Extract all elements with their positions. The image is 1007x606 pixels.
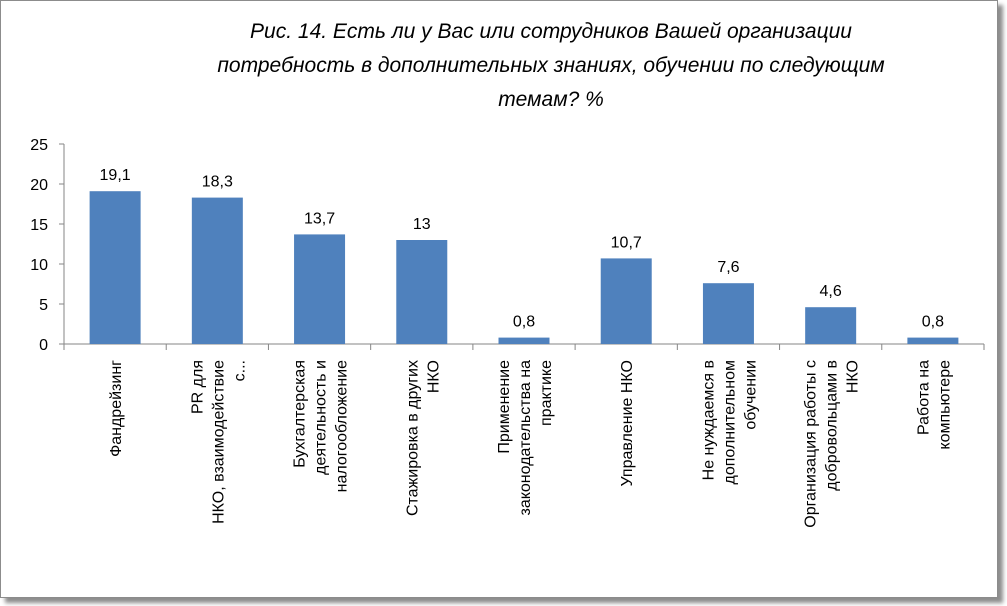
category-label-line: НКО <box>425 360 442 393</box>
category-label: Бухгалтерская деятельность и налогообложен… <box>292 360 351 492</box>
data-label: 13,7 <box>304 210 335 227</box>
y-tick-label: 5 <box>39 297 48 314</box>
bar <box>396 240 448 344</box>
bar-chart: 0 5 10 15 20 25 19,1 Фандрейзинг 18,3 PR для НКО, … <box>30 137 985 528</box>
category-label: PR для НКО, взаимодействие с... <box>189 360 248 524</box>
category-label-line: Организация работы с <box>803 360 820 528</box>
category-label-line: PR для <box>189 360 206 414</box>
category-label-line: НКО, взаимодействие <box>210 360 227 524</box>
category-label-line: Не нуждаемся в <box>700 360 717 480</box>
chart-frame: Рис. 14. Есть ли у Вас или сотрудников В… <box>0 0 998 598</box>
category-label: Организация работы с добровольцами в НКО <box>803 360 862 528</box>
data-label: 19,1 <box>100 167 131 184</box>
bar <box>702 283 754 344</box>
category-label-line: компьютере <box>936 360 953 450</box>
data-label: 18,3 <box>202 174 233 191</box>
data-label: 7,6 <box>717 259 739 276</box>
y-tick-label: 20 <box>30 177 48 194</box>
category-label: Не нуждаемся в дополнительном обучении <box>700 360 759 484</box>
data-label: 0,8 <box>513 314 535 331</box>
category-label-line: Фандрейзинг <box>108 360 125 457</box>
y-tick-label: 10 <box>30 257 48 274</box>
category-label: Применение законодательства на практике <box>496 360 555 516</box>
category-label-line: обучении <box>742 360 759 430</box>
category-label-line: дополнительном <box>721 360 738 484</box>
category-label: Управление НКО <box>619 360 636 487</box>
category-label: Стажировка в других НКО <box>404 360 442 516</box>
y-tick-label: 0 <box>39 337 48 354</box>
category-label: Фандрейзинг <box>108 360 125 457</box>
data-label: 13 <box>413 216 431 233</box>
category-label-line: НКО <box>845 360 862 393</box>
category-label-line: налогообложение <box>334 360 351 492</box>
data-label: 0,8 <box>922 314 944 331</box>
category-label-line: Применение <box>496 360 513 454</box>
chart-title: Рис. 14. Есть ли у Вас или сотрудников В… <box>151 15 951 117</box>
bar <box>294 234 346 344</box>
bar <box>600 258 652 344</box>
category-label-line: Стажировка в других <box>404 360 421 516</box>
chart-title-line: потребность в дополнительных знаниях, об… <box>217 54 885 77</box>
chart-title-line: Рис. 14. Есть ли у Вас или сотрудников В… <box>250 20 852 43</box>
bar <box>907 337 959 344</box>
category-label-line: Управление НКО <box>619 360 636 487</box>
data-label: 10,7 <box>611 234 642 251</box>
bar <box>805 307 857 344</box>
data-label: 4,6 <box>820 283 842 300</box>
category-label-line: законодательства на <box>517 360 534 516</box>
category-label-line: Работа на <box>915 360 932 435</box>
category-label-line: деятельность и <box>313 360 330 475</box>
bar <box>191 197 243 344</box>
category-label: Работа на компьютере <box>915 360 953 450</box>
y-tick-label: 15 <box>30 217 48 234</box>
category-label-line: Бухгалтерская <box>292 360 309 468</box>
y-tick-label: 25 <box>30 137 48 154</box>
category-label-line: добровольцами в <box>824 360 841 491</box>
category-label-line: практике <box>538 360 555 426</box>
bar <box>498 337 550 344</box>
category-label-line: с... <box>231 360 248 381</box>
chart-title-line: темам? % <box>498 88 604 111</box>
bar <box>89 191 141 344</box>
